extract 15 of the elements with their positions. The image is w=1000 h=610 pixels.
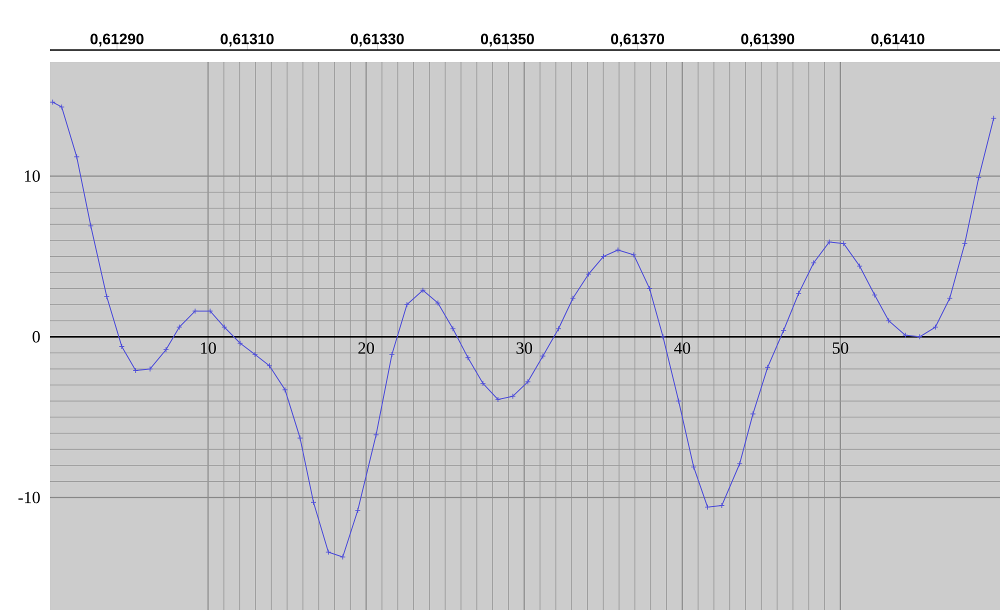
x-tick-label: 20 — [358, 342, 374, 354]
x-tick-label: 40 — [674, 342, 690, 354]
x2-tick-label: 0,61350 — [480, 34, 534, 46]
x-tick-label: 30 — [516, 342, 532, 354]
x2-tick-label: 0,61290 — [90, 34, 144, 46]
x2-tick-label: 0,61370 — [611, 34, 664, 46]
y-tick-label: 0 — [32, 331, 40, 343]
x2-tick-label: 0,61310 — [220, 34, 274, 46]
x-tick-label: 50 — [832, 342, 848, 354]
y-tick-label: -10 — [18, 492, 40, 504]
x2-tick-label: 0,61390 — [741, 34, 794, 46]
y-tick-label: 10 — [24, 170, 40, 182]
x2-tick-label: 0,61410 — [871, 34, 924, 46]
x2-tick-label: 0,61330 — [350, 34, 404, 46]
x-tick-label: 10 — [201, 342, 216, 354]
